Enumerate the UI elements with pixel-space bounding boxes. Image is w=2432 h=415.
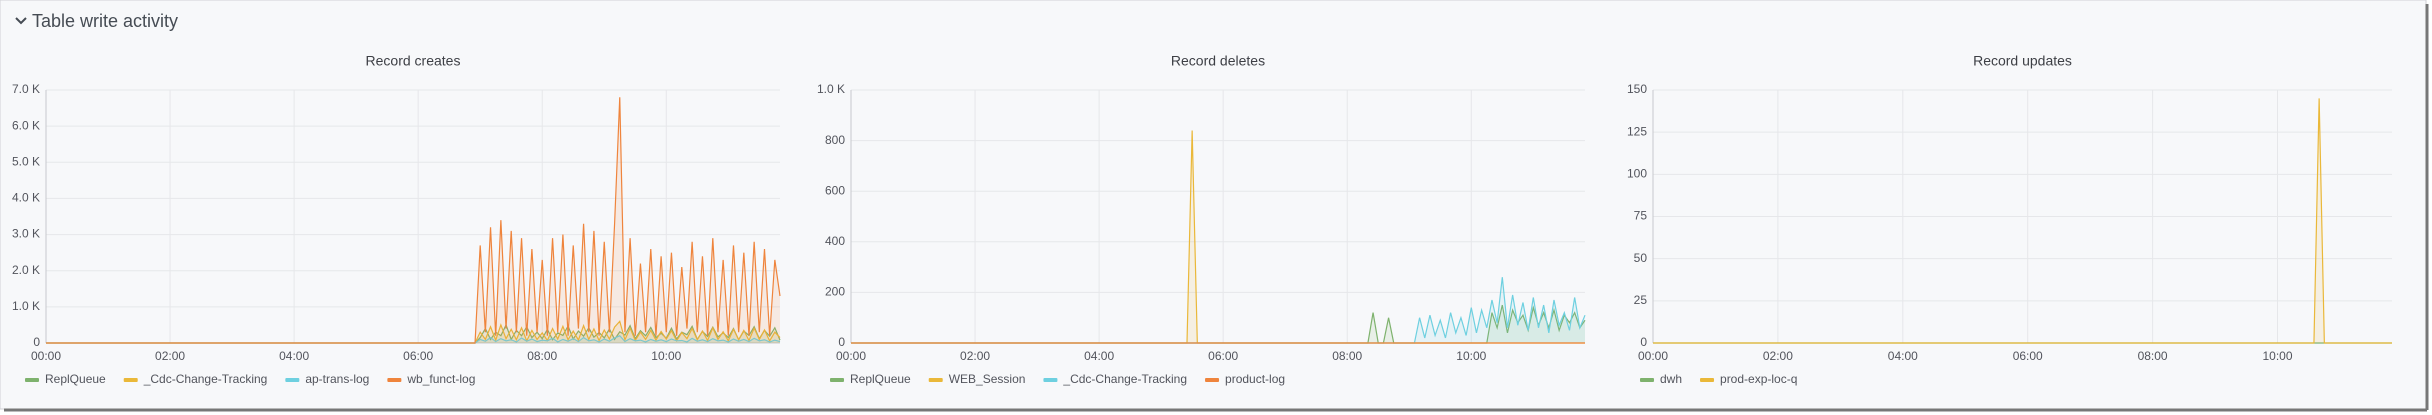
y-tick-label: 150 [1627, 82, 1647, 96]
legend-swatch [928, 378, 943, 382]
x-tick-label: 04:00 [1084, 349, 1114, 363]
series-line [1653, 98, 2392, 344]
x-tick-label: 00:00 [1638, 349, 1668, 363]
x-tick-label: 00:00 [836, 349, 866, 363]
x-tick-label: 08:00 [1332, 349, 1362, 363]
legend-swatch [123, 378, 138, 382]
y-tick-label: 7.0 K [12, 82, 40, 96]
x-tick-label: 02:00 [960, 349, 990, 363]
y-tick-label: 100 [1627, 167, 1647, 181]
x-tick-label: 04:00 [279, 349, 309, 363]
legend-swatch [1043, 378, 1058, 382]
legend-swatch [1205, 378, 1220, 382]
y-tick-label: 0 [1640, 335, 1647, 349]
x-tick-label: 02:00 [1763, 349, 1793, 363]
x-tick-label: 10:00 [2262, 349, 2292, 363]
y-tick-label: 1.0 K [12, 299, 40, 313]
legend-label[interactable]: WEB_Session [949, 372, 1026, 386]
panel-title: Record updates [1973, 53, 2072, 69]
y-tick-label: 2.0 K [12, 263, 40, 277]
y-tick-label: 75 [1634, 209, 1648, 223]
x-tick-label: 06:00 [403, 349, 433, 363]
series-line [46, 335, 781, 344]
panel-title: Record creates [366, 53, 461, 69]
series-line [46, 97, 781, 344]
y-tick-label: 400 [825, 234, 845, 248]
series-area [1653, 98, 2392, 344]
legend-label[interactable]: _Cdc-Change-Tracking [143, 372, 268, 386]
legend-label[interactable]: dwh [1660, 372, 1682, 386]
legend-label[interactable]: product-log [1225, 372, 1285, 386]
series-area [851, 305, 1585, 343]
y-tick-label: 0 [838, 335, 845, 349]
series-line [46, 320, 781, 344]
legend-swatch [1700, 378, 1715, 382]
legend-label[interactable]: _Cdc-Change-Tracking [1062, 372, 1187, 386]
series-area [851, 277, 1585, 343]
x-tick-label: 08:00 [2138, 349, 2168, 363]
x-tick-label: 04:00 [1888, 349, 1918, 363]
legend-swatch [387, 378, 402, 382]
x-tick-label: 10:00 [651, 349, 681, 363]
y-tick-label: 50 [1634, 251, 1648, 265]
x-tick-label: 06:00 [2013, 349, 2043, 363]
y-tick-label: 0 [33, 335, 40, 349]
x-tick-label: 06:00 [1208, 349, 1238, 363]
legend-swatch [1640, 378, 1654, 382]
x-tick-label: 08:00 [527, 349, 557, 363]
legend-label[interactable]: ReplQueue [850, 372, 911, 386]
legend-label[interactable]: wb_funct-log [406, 372, 475, 386]
series-line [46, 323, 781, 344]
legend-swatch [830, 378, 844, 382]
y-tick-label: 5.0 K [12, 154, 40, 168]
y-tick-label: 6.0 K [12, 118, 40, 132]
legend-swatch [285, 378, 300, 382]
y-tick-label: 200 [825, 285, 845, 299]
collapse-icon[interactable] [15, 17, 27, 25]
legend-label[interactable]: ReplQueue [45, 372, 106, 386]
y-tick-label: 3.0 K [12, 227, 40, 241]
section-title[interactable]: Table write activity [32, 11, 178, 31]
y-tick-label: 1.0 K [817, 82, 845, 96]
y-tick-label: 25 [1634, 293, 1648, 307]
x-tick-label: 02:00 [155, 349, 185, 363]
legend-label[interactable]: ap-trans-log [305, 372, 369, 386]
series-area [46, 321, 780, 343]
legend-swatch [25, 378, 39, 382]
legend-label[interactable]: prod-exp-loc-q [1720, 372, 1797, 386]
y-tick-label: 125 [1627, 124, 1647, 138]
x-tick-label: 10:00 [1456, 349, 1486, 363]
y-tick-label: 4.0 K [12, 191, 40, 205]
y-tick-label: 800 [825, 133, 845, 147]
y-tick-label: 600 [825, 183, 845, 197]
series-area [46, 324, 780, 343]
x-tick-label: 00:00 [31, 349, 61, 363]
panel-title: Record deletes [1171, 53, 1265, 69]
